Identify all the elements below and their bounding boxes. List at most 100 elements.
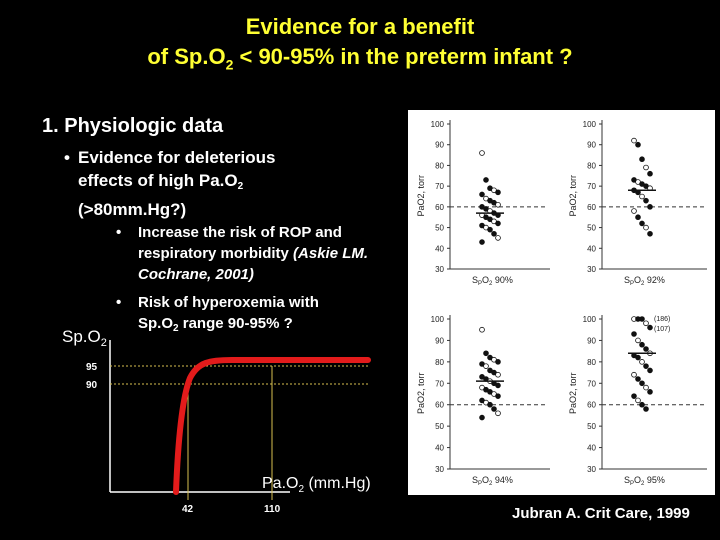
panel-4-tick-label: 70 — [587, 379, 596, 388]
panel-2-point — [643, 224, 649, 231]
panel-1-point — [495, 235, 501, 241]
citation: Jubran A. Crit Care, 1999 — [512, 505, 690, 522]
panel-3-x-label: SPO2 94% — [472, 475, 513, 487]
panel-2-point — [643, 164, 649, 171]
panel-1-x-label: SPO2 90% — [472, 275, 513, 287]
panel-2-point — [643, 197, 649, 204]
curve-y-label: Sp.O2 — [62, 327, 107, 349]
panel-3-tick-label: 40 — [435, 444, 444, 453]
panel-2-point — [647, 170, 653, 177]
panel-2-tick-label: 80 — [587, 161, 596, 170]
panel-3-point — [495, 371, 501, 378]
panel-4-point — [631, 331, 637, 337]
panel-1-tick-label: 80 — [435, 161, 444, 170]
panel-4-point — [647, 389, 653, 395]
panel-4-point — [643, 346, 649, 352]
bullet-deleterious-effects: • Evidence for deleterious effects of hi… — [64, 148, 276, 219]
panel-4-point — [635, 376, 641, 382]
saturation-curve-chart: Sp.O2 95 90 42 110 Pa.O2 (mm.Hg) — [62, 327, 371, 515]
panel-4-point — [639, 359, 645, 365]
panel-1-point — [479, 150, 485, 156]
panel-3-point — [495, 382, 501, 389]
panel-3-point — [495, 410, 501, 417]
panel-2-tick-label: 90 — [587, 141, 596, 150]
panel-2-point — [639, 156, 645, 163]
panel-1-point — [495, 189, 501, 196]
panel-4-tick-label: 60 — [587, 401, 596, 410]
panel-3-point — [495, 393, 501, 399]
panel-3-tick-label: 100 — [431, 315, 445, 324]
panel-2-point — [635, 214, 641, 221]
bullet-rop-risk: • Increase the risk of ROP and respirato… — [116, 224, 369, 283]
panel-4-point — [639, 341, 645, 348]
panel-4-point — [631, 393, 637, 399]
panel-2-point — [647, 230, 653, 237]
panel-2-point — [639, 193, 645, 200]
panel-3-point — [491, 406, 497, 412]
panel-4-tick-label: 100 — [583, 315, 597, 324]
panel-2-point — [631, 137, 637, 144]
panel-3-point — [479, 326, 485, 333]
panel-4-tick-label: 40 — [587, 444, 596, 453]
title-line-2: of Sp.O2 < 90-95% in the preterm infant … — [147, 44, 573, 73]
panel-2-tick-label: 70 — [587, 182, 596, 191]
panel-2-x-label: SPO2 92% — [624, 275, 665, 287]
panel-4-point — [635, 337, 641, 344]
panel-3-point — [479, 414, 485, 421]
curve-x-label: Pa.O2 (mm.Hg) — [262, 475, 371, 495]
panel-1-tick-label: 100 — [431, 120, 445, 129]
panel-4-point — [643, 406, 649, 412]
panel-3-tick-label: 60 — [435, 401, 444, 410]
panel-4-point — [643, 363, 649, 369]
panel-4-tick-label: 50 — [587, 422, 596, 431]
panel-1-tick-label: 40 — [435, 244, 444, 253]
panel-1-point — [483, 177, 489, 183]
panel-2-point — [639, 220, 645, 227]
panel-4-tick-label: 90 — [587, 336, 596, 345]
panel-1-point — [479, 191, 485, 198]
slide-title: Evidence for a benefit of Sp.O2 < 90-95%… — [0, 12, 720, 79]
panel-1-point — [487, 226, 493, 233]
panel-4-point — [643, 384, 649, 391]
panel-3-tick-label: 80 — [435, 358, 444, 367]
section-heading: 1. Physiologic data — [42, 115, 224, 137]
panel-1-tick-label: 30 — [435, 265, 444, 274]
panel-4-point — [647, 324, 653, 331]
panel-1-point — [479, 239, 485, 245]
panel-4-offscale-label: (107) — [654, 326, 670, 333]
panel-2-tick-label: 50 — [587, 224, 596, 233]
panel-4-point — [639, 380, 645, 387]
panel-1-tick-label: 90 — [435, 141, 444, 150]
panel-4-point — [639, 401, 645, 408]
panel-4-tick-label: 80 — [587, 358, 596, 367]
panel-4-y-label: PaO2, torr — [568, 372, 578, 414]
panel-2-point — [647, 204, 653, 210]
saturation-curve — [173, 357, 371, 495]
panel-1-point — [495, 201, 501, 208]
panel-3-point — [483, 363, 489, 369]
panel-3-tick-label: 90 — [435, 336, 444, 345]
panel-4-point — [635, 354, 641, 361]
curve-ytick-90: 90 — [86, 380, 98, 391]
panel-4-point — [639, 316, 645, 322]
panel-4-point — [635, 397, 641, 404]
panel-1-tick-label: 60 — [435, 203, 444, 212]
curve-xtick-110: 110 — [264, 504, 281, 515]
panel-3-point — [495, 359, 501, 365]
panel-3-point — [483, 350, 489, 357]
panel-3-y-label: PaO2, torr — [416, 372, 426, 414]
scatter-panel-group: 100 90 80 70 60 50 40 30 PaO2, torr SPO2 90% 100 90… — [408, 110, 715, 495]
panel-4-point — [643, 320, 649, 327]
panel-2-tick-label: 100 — [583, 120, 597, 129]
panel-4-point — [631, 371, 637, 378]
panel-2-y-label: PaO2, torr — [568, 175, 578, 217]
panel-4-tick-label: 30 — [587, 465, 596, 474]
panel-3-tick-label: 30 — [435, 465, 444, 474]
curve-xtick-42: 42 — [182, 504, 194, 515]
panel-2-tick-label: 30 — [587, 265, 596, 274]
panel-3-tick-label: 50 — [435, 422, 444, 431]
panel-1-tick-label: 50 — [435, 224, 444, 233]
scatter-panels: 100 90 80 70 60 50 40 30 PaO2, torr SPO2 90% 100 90… — [416, 120, 707, 487]
panel-4-offscale-label: (186) — [654, 316, 670, 323]
panel-2-tick-label: 60 — [587, 203, 596, 212]
